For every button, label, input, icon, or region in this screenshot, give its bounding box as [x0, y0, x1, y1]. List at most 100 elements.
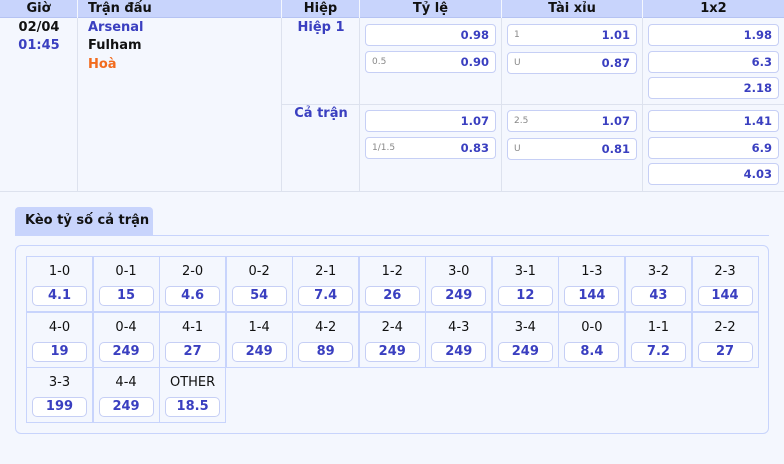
score-cell: 1-3 144	[558, 256, 626, 312]
odds-button[interactable]: 0.98	[365, 24, 496, 46]
odds-button[interactable]: 1.41	[648, 110, 779, 132]
divider	[0, 191, 784, 192]
score-odds-button[interactable]: 27	[165, 341, 221, 362]
score-label: 3-4	[514, 319, 536, 335]
score-odds-button[interactable]: 18.5	[165, 397, 221, 417]
odds-button[interactable]: 2.5 1.07	[507, 110, 637, 132]
odds-line: U	[514, 144, 521, 154]
score-cell: 2-1 7.4	[292, 256, 360, 312]
score-label: OTHER	[169, 375, 216, 390]
odds-button[interactable]: U 0.87	[507, 52, 637, 74]
score-cell: 1-1 7.2	[624, 311, 692, 368]
score-label: 1-2	[381, 264, 403, 279]
score-odds-button[interactable]: 12	[497, 286, 553, 306]
score-cell: 4-2 89	[292, 311, 360, 368]
score-label: 1-3	[581, 264, 603, 279]
score-odds-button[interactable]: 199	[32, 397, 87, 417]
score-cell: 4-1 27	[159, 311, 227, 368]
score-label: 1-4	[248, 319, 270, 335]
score-label: 2-3	[714, 264, 736, 279]
score-odds-button[interactable]: 27	[697, 341, 753, 362]
odds-button[interactable]: 2.18	[648, 77, 779, 99]
score-odds-button[interactable]: 8.4	[564, 341, 620, 362]
score-cell: OTHER 18.5	[159, 367, 227, 423]
score-odds-button[interactable]: 249	[431, 286, 487, 306]
odds-button[interactable]: 6.9	[648, 136, 779, 159]
score-odds-button[interactable]: 7.4	[298, 286, 354, 306]
match-date: 02/04	[18, 20, 60, 35]
odds-value: 0.87	[601, 56, 630, 70]
score-odds-button[interactable]: 15	[98, 286, 154, 306]
odds-value: 1.07	[460, 114, 489, 128]
draw-label: Hoà	[88, 57, 117, 72]
score-label: 0-0	[581, 319, 603, 335]
home-team[interactable]: Arsenal	[88, 20, 144, 35]
score-label: 1-0	[48, 264, 71, 279]
score-cell: 2-0 4.6	[159, 256, 227, 312]
period-label: Hiệp 1	[297, 20, 345, 35]
col-match: Trận đấu	[78, 0, 282, 18]
score-odds-button[interactable]: 249	[364, 341, 420, 362]
score-label: 2-2	[714, 319, 736, 335]
score-cell: 3-2 43	[624, 256, 692, 312]
odds-value: 0.90	[460, 55, 489, 69]
col-handicap: Tỷ lệ	[360, 0, 502, 18]
odds-line: 0.5	[372, 57, 387, 67]
odds-line: 2.5	[514, 116, 529, 126]
odds-value: 0.83	[460, 141, 489, 155]
odds-button[interactable]: 1 1.01	[507, 24, 637, 46]
score-odds-button[interactable]: 249	[231, 341, 287, 362]
score-cell: 0-1 15	[92, 256, 160, 312]
score-odds-button[interactable]: 89	[298, 341, 354, 362]
score-odds-button[interactable]: 54	[231, 286, 287, 306]
score-label: 4-3	[448, 319, 470, 335]
odds-line: 1/1.5	[372, 143, 396, 153]
score-cell: 3-1 12	[491, 256, 559, 312]
divider	[282, 104, 784, 105]
score-cell: 4-0 19	[26, 311, 93, 368]
odds-value: 1.98	[743, 28, 772, 42]
score-odds-button[interactable]: 19	[32, 341, 87, 362]
away-team[interactable]: Fulham	[88, 38, 142, 53]
score-cell: 1-4 249	[225, 311, 293, 368]
score-odds-button[interactable]: 249	[98, 397, 154, 417]
score-label: 2-4	[381, 319, 403, 335]
score-cell: 4-3 249	[425, 311, 493, 368]
odds-line: 1	[514, 30, 520, 40]
odds-value: 2.18	[743, 81, 772, 95]
score-odds-button[interactable]: 4.6	[165, 286, 221, 306]
odds-button[interactable]: 0.5 0.90	[365, 51, 496, 73]
score-odds-button[interactable]: 249	[431, 341, 487, 362]
score-odds-button[interactable]: 7.2	[630, 341, 686, 362]
odds-value: 4.03	[743, 167, 772, 181]
odds-button[interactable]: 1.07	[365, 110, 496, 132]
odds-button[interactable]: 6.3	[648, 50, 779, 73]
score-odds-button[interactable]: 144	[697, 286, 753, 306]
odds-button[interactable]: 1.98	[648, 24, 779, 46]
col-time: Giờ	[0, 0, 78, 18]
score-cell: 0-2 54	[225, 256, 293, 312]
tab-correct-score[interactable]: Kèo tỷ số cả trận	[15, 207, 153, 236]
score-label: 0-2	[248, 264, 270, 279]
score-label: 3-1	[514, 264, 536, 279]
odds-button[interactable]: 1/1.5 0.83	[365, 137, 496, 159]
score-odds-button[interactable]: 4.1	[32, 286, 87, 306]
score-odds-button[interactable]: 249	[497, 341, 553, 362]
odds-value: 1.07	[601, 114, 630, 128]
odds-button[interactable]: 4.03	[648, 163, 779, 185]
score-odds-button[interactable]: 144	[564, 286, 620, 306]
score-cell: 3-0 249	[425, 256, 493, 312]
odds-value: 0.98	[460, 28, 489, 42]
score-label: 4-2	[315, 319, 337, 335]
score-odds-button[interactable]: 26	[364, 286, 420, 306]
period-label: Cả trận	[294, 106, 348, 121]
odds-line: U	[514, 58, 521, 68]
score-odds-button[interactable]: 43	[630, 286, 686, 306]
odds-button[interactable]: U 0.81	[507, 138, 637, 160]
match-time: 01:45	[18, 38, 60, 53]
score-odds-button[interactable]: 249	[98, 341, 154, 362]
score-label: 3-2	[647, 264, 670, 279]
score-label: 3-0	[448, 264, 470, 279]
odds-value: 6.3	[751, 54, 772, 69]
score-cell: 1-2 26	[358, 256, 426, 312]
